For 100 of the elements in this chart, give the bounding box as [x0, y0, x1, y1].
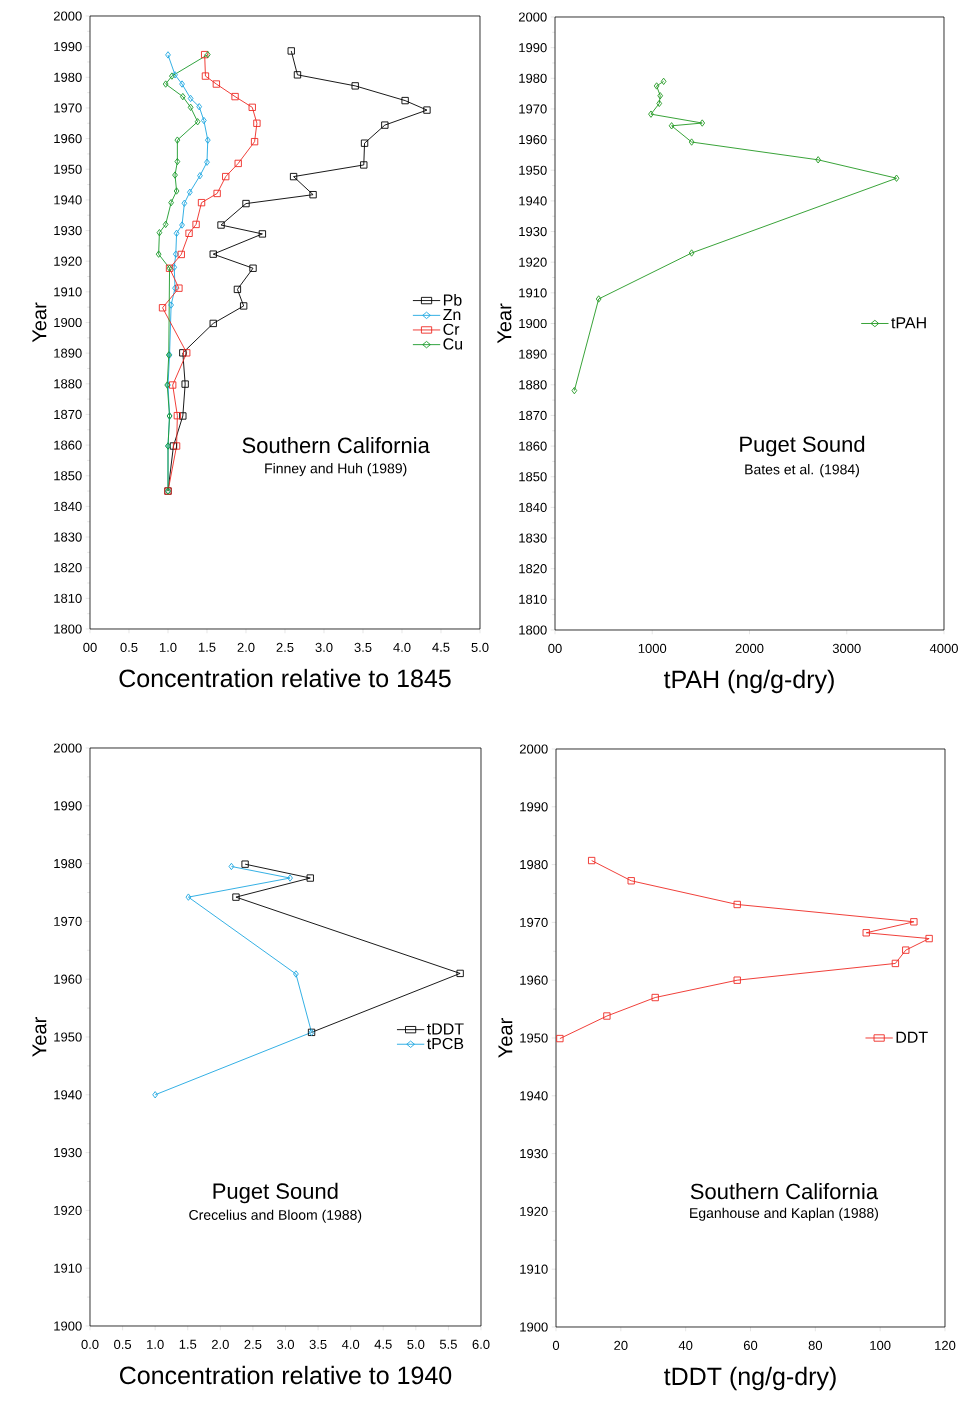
x-tick-label: 6.0: [472, 1339, 490, 1349]
y-tick-label: 1880: [54, 379, 82, 389]
y-tick-label: 1910: [54, 1263, 82, 1273]
y-axis-title: Year: [497, 303, 512, 344]
y-tick-label: 2000: [518, 12, 547, 22]
x-tick-label: 100: [870, 1340, 891, 1350]
y-tick-label: 1860: [54, 440, 82, 450]
y-tick-label: 1930: [54, 225, 82, 236]
y-tick-label: 1910: [520, 1264, 548, 1274]
y-tick-label: 1880: [519, 380, 547, 390]
y-tick-label: 1830: [54, 532, 82, 542]
y-tick-label: 1820: [54, 563, 82, 573]
y-tick-label: 1920: [54, 1205, 82, 1215]
y-tick-label: 1960: [520, 975, 548, 985]
y-tick-label: 1930: [54, 1147, 82, 1158]
legend-label: Zn: [443, 309, 461, 321]
y-tick-label: 1970: [54, 916, 82, 926]
x-tick-label: 120: [935, 1340, 956, 1350]
y-tick-label: 1920: [520, 1206, 548, 1216]
y-tick-label: 1900: [54, 1321, 82, 1331]
y-tick-label: 1970: [54, 103, 82, 113]
legend-label: tPAH: [891, 317, 926, 329]
x-tick-label: 2.5: [276, 642, 294, 652]
y-tick-label: 2000: [519, 744, 548, 754]
y-tick-label: 1840: [54, 501, 82, 511]
legend-label: tDDT: [426, 1023, 464, 1035]
y-tick-label: 1890: [519, 349, 547, 359]
x-tick-label: 5.0: [407, 1339, 425, 1349]
annotation: Puget Sound: [740, 435, 865, 457]
x-tick-label: 2.5: [244, 1339, 262, 1349]
y-tick-label: 1800: [54, 624, 82, 634]
x-axis-title: tDDT (ng/g-dry): [664, 1366, 836, 1391]
x-axis-title: Concentration relative to 1940: [119, 1365, 452, 1385]
y-tick-label: 1850: [54, 471, 82, 481]
x-tick-label: 3.5: [354, 642, 372, 652]
x-tick-label: 20: [614, 1340, 628, 1350]
x-tick-label: 3.0: [276, 1339, 295, 1349]
y-tick-label: 1920: [54, 256, 82, 266]
y-tick-label: 1960: [519, 134, 547, 145]
legend-label: Cu: [443, 338, 463, 350]
y-tick-label: 1940: [54, 1090, 82, 1100]
y-tick-label: 1960: [54, 974, 82, 984]
annotation: Eganhouse and Kaplan (1988): [690, 1207, 878, 1221]
y-tick-label: 1960: [54, 133, 82, 144]
x-tick-label: 4.0: [341, 1339, 360, 1349]
legend-label: Pb: [443, 294, 462, 306]
y-tick-label: 1930: [519, 226, 547, 237]
y-tick-label: 1940: [520, 1091, 548, 1101]
y-tick-label: 1830: [519, 533, 547, 543]
y-tick-label: 1910: [519, 288, 547, 298]
x-tick-label: 4.5: [432, 642, 450, 652]
annotation: Southern California: [690, 1183, 879, 1200]
y-tick-label: 1980: [519, 73, 547, 83]
x-axis-title: tPAH (ng/g-dry): [663, 669, 834, 694]
legend-label: Cr: [443, 323, 460, 335]
y-tick-label: 1990: [519, 43, 547, 53]
x-tick-label: 2000: [735, 643, 764, 653]
y-tick-label: 1950: [54, 1032, 82, 1042]
y-axis-title: Year: [32, 302, 47, 343]
legend-label: DDT: [896, 1031, 928, 1043]
x-tick-label: 80: [808, 1340, 823, 1350]
y-tick-label: 1940: [54, 195, 82, 205]
x-tick-label: 1000: [638, 643, 667, 653]
x-axis-title: Concentration relative to 1845: [119, 668, 451, 688]
y-axis-title: Year: [498, 1018, 513, 1058]
x-tick-label: 2.0: [237, 642, 255, 652]
y-tick-label: 1980: [520, 859, 548, 870]
y-tick-label: 1970: [520, 917, 548, 927]
y-axis-title: Year: [32, 1017, 47, 1057]
x-tick-label: 0.5: [114, 1339, 132, 1349]
x-tick-label: 3.5: [309, 1339, 327, 1349]
annotation: Crecelius and Bloom (1988): [189, 1209, 362, 1223]
y-tick-label: 1850: [519, 472, 547, 482]
y-tick-label: 1950: [54, 164, 82, 174]
y-tick-label: 1870: [54, 409, 82, 420]
annotation: Finney and Huh (1989): [265, 463, 407, 477]
x-tick-label: 0.0: [81, 1339, 99, 1349]
x-tick-label: 60: [743, 1340, 758, 1350]
y-tick-label: 1980: [54, 72, 82, 82]
x-tick-label: 1.5: [198, 642, 216, 652]
y-tick-label: 2000: [53, 11, 82, 21]
legend-label: tPCB: [426, 1037, 464, 1050]
y-tick-label: 1970: [519, 104, 547, 114]
x-tick-label: 0: [552, 1340, 560, 1350]
y-tick-label: 1990: [520, 802, 548, 812]
y-tick-label: 1860: [519, 441, 547, 451]
x-tick-label: 3000: [832, 643, 861, 653]
x-tick-label: 0.5: [120, 642, 138, 652]
y-tick-label: 1900: [519, 318, 547, 329]
y-tick-label: 1940: [519, 196, 547, 206]
y-tick-label: 2000: [53, 743, 82, 753]
x-tick-label: 4.5: [374, 1339, 392, 1349]
y-tick-label: 1810: [519, 594, 547, 604]
x-tick-label: 40: [678, 1340, 693, 1350]
x-tick-label: 5.0: [471, 642, 489, 652]
x-tick-label: 2.0: [211, 1339, 229, 1349]
y-tick-label: 1980: [54, 858, 82, 869]
x-tick-label: 4000: [929, 643, 958, 653]
y-tick-label: 1950: [519, 165, 547, 175]
y-tick-label: 1920: [519, 257, 547, 267]
